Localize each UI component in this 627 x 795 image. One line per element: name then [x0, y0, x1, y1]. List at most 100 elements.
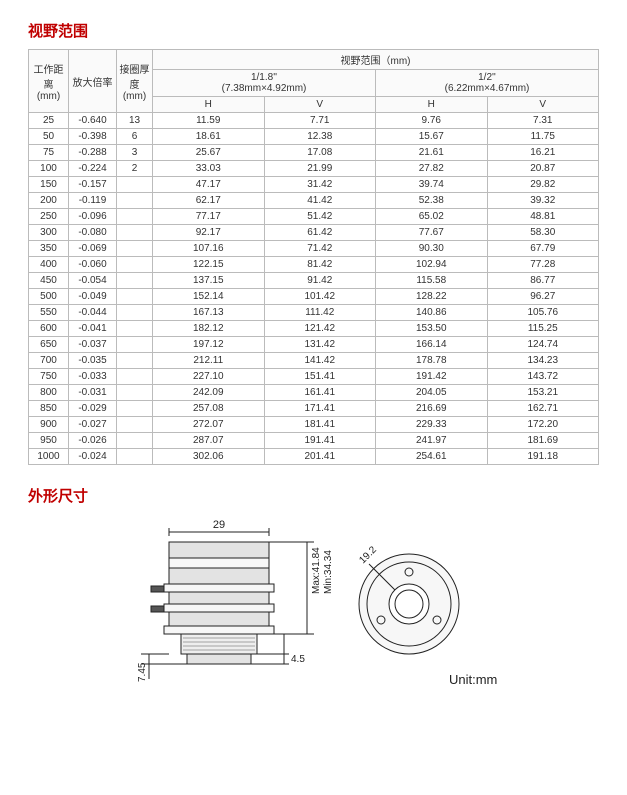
cell-ring	[117, 449, 153, 465]
fov-title: 视野范围	[28, 20, 599, 41]
th-v1: V	[264, 97, 376, 113]
cell-mag: -0.027	[69, 417, 117, 433]
cell-mag: -0.398	[69, 129, 117, 145]
cell-h2: 102.94	[376, 257, 488, 273]
cell-h2: 65.02	[376, 209, 488, 225]
cell-mag: -0.157	[69, 177, 117, 193]
cell-v1: 131.42	[264, 337, 376, 353]
cell-h2: 77.67	[376, 225, 488, 241]
cell-wd: 300	[29, 225, 69, 241]
cell-h1: 257.08	[153, 401, 265, 417]
table-row: 900-0.027272.07181.41229.33172.20	[29, 417, 599, 433]
cell-v2: 7.31	[487, 113, 599, 129]
cell-h1: 152.14	[153, 289, 265, 305]
cell-wd: 700	[29, 353, 69, 369]
table-row: 75-0.288325.6717.0821.6116.21	[29, 145, 599, 161]
cell-v1: 21.99	[264, 161, 376, 177]
dimension-drawing: 29	[28, 514, 599, 704]
cell-ring: 2	[117, 161, 153, 177]
table-row: 700-0.035212.11141.42178.78134.23	[29, 353, 599, 369]
cell-wd: 500	[29, 289, 69, 305]
cell-v1: 111.42	[264, 305, 376, 321]
cell-ring	[117, 209, 153, 225]
cell-ring	[117, 369, 153, 385]
cell-v1: 12.38	[264, 129, 376, 145]
cell-h2: 9.76	[376, 113, 488, 129]
cell-h1: 197.12	[153, 337, 265, 353]
dim-base: 7.45	[137, 662, 148, 682]
cell-v2: 11.75	[487, 129, 599, 145]
cell-mag: -0.224	[69, 161, 117, 177]
cell-mag: -0.054	[69, 273, 117, 289]
cell-ring	[117, 193, 153, 209]
dim-flange: 4.5	[291, 654, 305, 665]
th-workdist-label: 工作距离	[29, 61, 68, 91]
cell-wd: 900	[29, 417, 69, 433]
cell-h1: 107.16	[153, 241, 265, 257]
cell-v1: 61.42	[264, 225, 376, 241]
cell-v1: 171.41	[264, 401, 376, 417]
cell-mag: -0.037	[69, 337, 117, 353]
cell-v1: 151.41	[264, 369, 376, 385]
cell-v1: 191.41	[264, 433, 376, 449]
cell-ring	[117, 321, 153, 337]
table-row: 800-0.031242.09161.41204.05153.21	[29, 385, 599, 401]
cell-h2: 216.69	[376, 401, 488, 417]
cell-v2: 77.28	[487, 257, 599, 273]
dim-section: 外形尺寸 29	[28, 485, 599, 704]
cell-wd: 550	[29, 305, 69, 321]
cell-v2: 134.23	[487, 353, 599, 369]
th-ring: 接圈厚度 (mm)	[117, 50, 153, 113]
cell-v2: 172.20	[487, 417, 599, 433]
cell-v2: 58.30	[487, 225, 599, 241]
table-row: 250-0.09677.1751.4265.0248.81	[29, 209, 599, 225]
cell-h2: 153.50	[376, 321, 488, 337]
cell-v2: 39.32	[487, 193, 599, 209]
cell-ring	[117, 433, 153, 449]
cell-v2: 29.82	[487, 177, 599, 193]
cell-v1: 71.42	[264, 241, 376, 257]
dim-min: Min:34.34	[323, 550, 334, 594]
cell-v1: 81.42	[264, 257, 376, 273]
cell-wd: 950	[29, 433, 69, 449]
table-row: 200-0.11962.1741.4252.3839.32	[29, 193, 599, 209]
cell-mag: -0.026	[69, 433, 117, 449]
cell-h1: 227.10	[153, 369, 265, 385]
cell-mag: -0.119	[69, 193, 117, 209]
cell-h2: 27.82	[376, 161, 488, 177]
table-row: 50-0.398618.6112.3815.6711.75	[29, 129, 599, 145]
cell-mag: -0.640	[69, 113, 117, 129]
cell-v1: 17.08	[264, 145, 376, 161]
cell-wd: 750	[29, 369, 69, 385]
cell-v2: 181.69	[487, 433, 599, 449]
cell-mag: -0.031	[69, 385, 117, 401]
table-row: 550-0.044167.13111.42140.86105.76	[29, 305, 599, 321]
cell-h2: 204.05	[376, 385, 488, 401]
cell-ring	[117, 417, 153, 433]
table-row: 950-0.026287.07191.41241.97181.69	[29, 433, 599, 449]
th-workdist: 工作距离 (mm)	[29, 50, 69, 113]
cell-ring	[117, 401, 153, 417]
cell-h1: 167.13	[153, 305, 265, 321]
cell-h1: 137.15	[153, 273, 265, 289]
cell-h2: 115.58	[376, 273, 488, 289]
cell-h2: 52.38	[376, 193, 488, 209]
dim-title: 外形尺寸	[28, 485, 599, 506]
cell-ring	[117, 289, 153, 305]
cell-h1: 272.07	[153, 417, 265, 433]
cell-wd: 150	[29, 177, 69, 193]
cell-mag: -0.033	[69, 369, 117, 385]
cell-mag: -0.288	[69, 145, 117, 161]
cell-v1: 181.41	[264, 417, 376, 433]
unit-label: Unit:mm	[449, 672, 497, 687]
cell-ring	[117, 337, 153, 353]
cell-h2: 21.61	[376, 145, 488, 161]
th-h1: H	[153, 97, 265, 113]
table-row: 750-0.033227.10151.41191.42143.72	[29, 369, 599, 385]
table-row: 650-0.037197.12131.42166.14124.74	[29, 337, 599, 353]
cell-v1: 121.42	[264, 321, 376, 337]
cell-v2: 124.74	[487, 337, 599, 353]
cell-mag: -0.035	[69, 353, 117, 369]
fov-table: 工作距离 (mm) 放大倍率 接圈厚度 (mm) 视野范围（mm) 1/1.8'…	[28, 49, 599, 465]
cell-h1: 77.17	[153, 209, 265, 225]
